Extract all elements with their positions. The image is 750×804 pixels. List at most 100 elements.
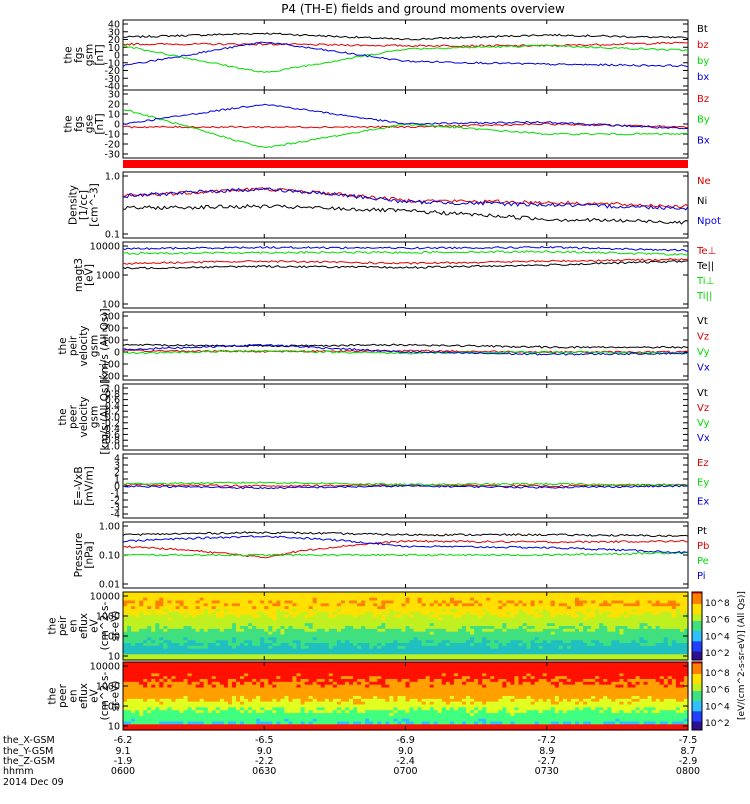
plot-title: P4 (TH-E) fields and ground moments over… xyxy=(281,2,565,16)
y-axis-label: E=-VxB[mV/m] xyxy=(73,466,96,505)
legend-entry: Bt xyxy=(697,24,708,35)
legend-entry: By xyxy=(697,115,710,126)
colorbar-tick: 10^6 xyxy=(705,616,730,626)
legend-entry: Pt xyxy=(697,526,707,537)
legend-entry: Bx xyxy=(697,135,710,146)
footer-value: -7.5 xyxy=(679,735,698,746)
y-tick-label: 1.00 xyxy=(99,522,120,533)
footer-value: 0600 xyxy=(111,766,135,777)
svg-text:[mV/m]: [mV/m] xyxy=(83,466,95,505)
legend-entry: Vy xyxy=(697,418,710,429)
series-bz xyxy=(123,42,688,47)
series-By xyxy=(123,109,688,148)
svg-text:sr-eV): sr-eV) xyxy=(110,611,122,642)
colorbar-1: 10^810^610^410^2 xyxy=(692,662,730,731)
legend-entry: Vx xyxy=(697,363,710,374)
series-Ti|| xyxy=(123,251,688,256)
y-axis-label: magt3[eV] xyxy=(73,258,96,292)
panel-fgs-gsm: 403020100-10-20-30-40thefgsgsm[nT]Btbzby… xyxy=(62,20,709,93)
colorbar-label: [eV/(cm^2-s-sr-eV)] (All Qs)] xyxy=(737,591,747,720)
footer-date: 2014 Dec 09 xyxy=(3,777,64,788)
panel-frame xyxy=(123,384,688,450)
series-Ti⊥ xyxy=(123,247,688,252)
legend-entry: Ey xyxy=(697,477,709,488)
legend-entry: Vt xyxy=(697,316,708,327)
colorbar-tick: 10^8 xyxy=(705,669,730,679)
series-Pi xyxy=(123,536,688,554)
footer-value: 0730 xyxy=(535,766,559,777)
mode-bar xyxy=(123,160,688,168)
y-tick-label: 10000 xyxy=(90,592,120,603)
legend-entry: Pi xyxy=(697,571,706,582)
legend-entry: Ti|| xyxy=(696,291,712,302)
svg-text:[nT]: [nT] xyxy=(94,113,106,134)
legend-entry: Ez xyxy=(697,458,709,469)
y-tick-label: 1.0 xyxy=(105,172,120,183)
panel-frame xyxy=(123,20,688,90)
colorbar-tick: 10^4 xyxy=(705,702,730,712)
footer-row-label: the_X-GSM xyxy=(3,735,55,746)
footer-row-label: hhmm xyxy=(3,766,34,777)
series-Vt xyxy=(123,344,688,348)
y-tick-label: -30 xyxy=(104,150,120,161)
legend-entry: Ti⊥ xyxy=(696,276,714,287)
legend-entry: Npot xyxy=(697,216,721,227)
legend-entry: Vx xyxy=(697,433,710,444)
y-axis-label: Density[1/cc][cm^-3] xyxy=(68,183,101,226)
legend-entry: Vz xyxy=(697,403,709,414)
y-tick-label: 10000 xyxy=(90,242,120,253)
footer-value: 0700 xyxy=(393,766,417,777)
svg-text:[km/s (All Qs)]: [km/s (All Qs)] xyxy=(99,308,111,383)
colorbar-tick: 10^8 xyxy=(705,599,730,609)
series-Ni xyxy=(123,205,688,224)
svg-text:[eV]: [eV] xyxy=(83,264,95,286)
y-tick-label: 0 xyxy=(114,348,120,359)
legend-entry: by xyxy=(697,56,709,67)
footer-value: 0800 xyxy=(676,766,700,777)
y-axis-label: Pressure[nPa] xyxy=(73,533,96,578)
footer-row: the_Z-GSM-1.9-2.2-2.4-2.7-2.9 xyxy=(3,756,697,767)
y-tick-label: 10 xyxy=(108,722,120,733)
y-tick-label: -4 xyxy=(111,510,120,521)
svg-text:[nT]: [nT] xyxy=(94,44,106,65)
legend-entry: Ex xyxy=(697,497,709,508)
y-tick-label: 0.10 xyxy=(99,551,120,562)
footer-value: 0630 xyxy=(252,766,276,777)
footer-row: the_X-GSM-6.2-6.5-6.9-7.2-7.5 xyxy=(3,735,697,746)
legend-entry: Te⊥ xyxy=(696,246,716,257)
y-tick-label: 10000 xyxy=(90,662,120,673)
svg-text:[cm^-3]: [cm^-3] xyxy=(89,183,101,226)
colorbar-tick: 10^2 xyxy=(705,649,730,659)
legend-entry: bz xyxy=(697,40,709,51)
legend-entry: Pb xyxy=(697,541,709,552)
legend-entry: Ne xyxy=(697,176,711,187)
footer-row: hhmm 0600 0630 0700 0730 0800 xyxy=(3,766,700,777)
colorbar-tick: 10^4 xyxy=(705,632,730,642)
panel-peer-spec: 10000100010010thepeerenefluxeV(cm^2-s-sr… xyxy=(47,662,689,733)
legend-entry: Te|| xyxy=(696,261,714,272)
panel-peir-spec: 10000100010010thepeirenefluxeV(cm^2-s-sr… xyxy=(47,592,689,663)
y-tick-label: 0.01 xyxy=(99,580,120,591)
colorbar-tick: 10^6 xyxy=(705,686,730,696)
y-tick-label: 1000 xyxy=(96,271,120,282)
legend-entry: Bz xyxy=(697,94,709,105)
legend-entry: bx xyxy=(697,72,709,83)
footer-value: -6.9 xyxy=(396,735,415,746)
legend-entry: Pe xyxy=(697,556,709,567)
svg-text:[nPa]: [nPa] xyxy=(83,541,95,568)
legend-entry: Vz xyxy=(697,332,709,343)
series-Bt xyxy=(123,33,688,40)
colorbar-0: 10^8 10^6 10^4 10^2 xyxy=(692,592,730,661)
